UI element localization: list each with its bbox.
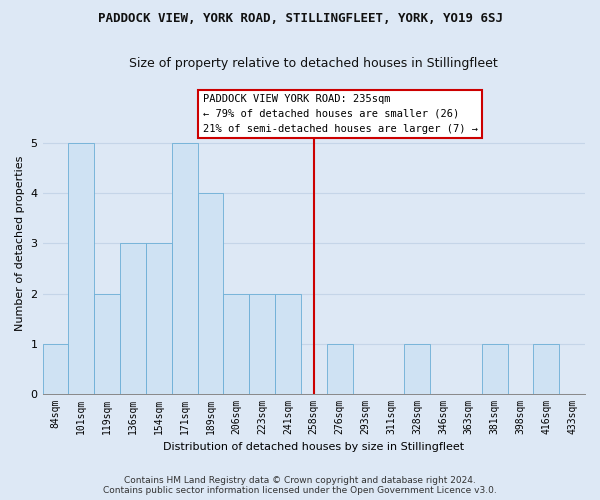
Y-axis label: Number of detached properties: Number of detached properties [15,156,25,331]
Bar [533,344,559,394]
Bar [197,193,223,394]
Bar [326,344,353,394]
Bar [43,344,68,394]
Bar [275,294,301,394]
Bar [94,294,120,394]
Bar [223,294,249,394]
Bar [249,294,275,394]
Bar [120,244,146,394]
X-axis label: Distribution of detached houses by size in Stillingfleet: Distribution of detached houses by size … [163,442,464,452]
Bar [482,344,508,394]
Bar [68,143,94,394]
Text: Contains HM Land Registry data © Crown copyright and database right 2024.
Contai: Contains HM Land Registry data © Crown c… [103,476,497,495]
Text: PADDOCK VIEW YORK ROAD: 235sqm
← 79% of detached houses are smaller (26)
21% of : PADDOCK VIEW YORK ROAD: 235sqm ← 79% of … [203,94,478,134]
Bar [404,344,430,394]
Title: Size of property relative to detached houses in Stillingfleet: Size of property relative to detached ho… [130,58,498,70]
Bar [172,143,197,394]
Bar [146,244,172,394]
Text: PADDOCK VIEW, YORK ROAD, STILLINGFLEET, YORK, YO19 6SJ: PADDOCK VIEW, YORK ROAD, STILLINGFLEET, … [97,12,503,26]
